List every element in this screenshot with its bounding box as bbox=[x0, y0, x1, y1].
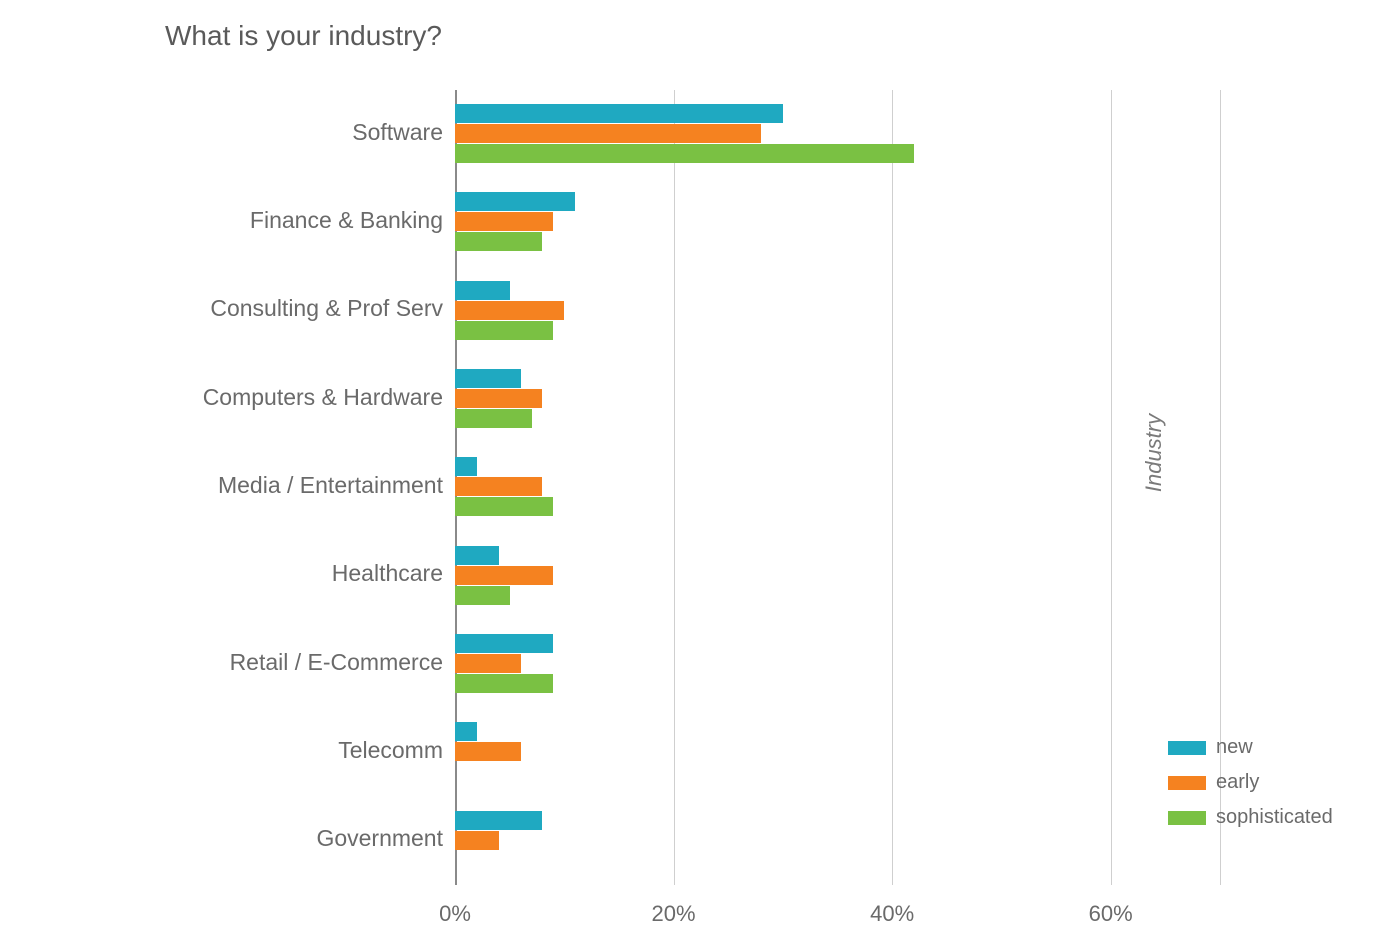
bar-new bbox=[455, 546, 499, 565]
bar-new bbox=[455, 369, 521, 388]
bar-new bbox=[455, 634, 553, 653]
category-label: Finance & Banking bbox=[250, 207, 443, 234]
bar-new bbox=[455, 281, 510, 300]
gridline bbox=[674, 90, 675, 885]
bar-sophisticated bbox=[455, 586, 510, 605]
bar-early bbox=[455, 742, 521, 761]
legend-item-new: new bbox=[1168, 736, 1333, 759]
legend-item-sophisticated: sophisticated bbox=[1168, 806, 1333, 829]
category-label: Computers & Hardware bbox=[203, 384, 443, 411]
legend: new early sophisticated bbox=[1168, 736, 1333, 841]
bar-sophisticated bbox=[455, 321, 553, 340]
bar-new bbox=[455, 811, 542, 830]
x-tick-label: 20% bbox=[652, 901, 696, 927]
bar-early bbox=[455, 566, 553, 585]
category-label: Software bbox=[352, 119, 443, 146]
category-label: Retail / E-Commerce bbox=[230, 649, 443, 676]
bar-sophisticated bbox=[455, 409, 532, 428]
category-label: Healthcare bbox=[332, 560, 443, 587]
bar-new bbox=[455, 192, 575, 211]
chart-title: What is your industry? bbox=[165, 20, 442, 52]
category-label: Government bbox=[316, 825, 443, 852]
bar-new bbox=[455, 722, 477, 741]
legend-label: early bbox=[1216, 771, 1259, 794]
x-tick-label: 60% bbox=[1089, 901, 1133, 927]
bar-sophisticated bbox=[455, 497, 553, 516]
legend-swatch bbox=[1168, 811, 1206, 825]
legend-swatch bbox=[1168, 741, 1206, 755]
bar-early bbox=[455, 831, 499, 850]
bar-early bbox=[455, 301, 564, 320]
gridline bbox=[892, 90, 893, 885]
y-axis-title: Industry bbox=[1141, 414, 1167, 492]
category-label: Media / Entertainment bbox=[218, 472, 443, 499]
bar-sophisticated bbox=[455, 674, 553, 693]
bar-early bbox=[455, 477, 542, 496]
legend-swatch bbox=[1168, 776, 1206, 790]
chart-container: What is your industry? 0%20%40%60% newea… bbox=[0, 0, 1400, 950]
bar-early bbox=[455, 124, 761, 143]
x-tick-label: 0% bbox=[439, 901, 471, 927]
legend-label: new bbox=[1216, 736, 1253, 759]
bar-sophisticated bbox=[455, 144, 914, 163]
x-tick-label: 40% bbox=[870, 901, 914, 927]
bar-early bbox=[455, 654, 521, 673]
bar-early bbox=[455, 389, 542, 408]
legend-label: sophisticated bbox=[1216, 806, 1333, 829]
legend-item-early: early bbox=[1168, 771, 1333, 794]
plot-area: 0%20%40%60% bbox=[455, 90, 1220, 885]
bar-sophisticated bbox=[455, 232, 542, 251]
bar-early bbox=[455, 212, 553, 231]
category-label: Consulting & Prof Serv bbox=[210, 295, 443, 322]
bar-new bbox=[455, 457, 477, 476]
gridline bbox=[1111, 90, 1112, 885]
bar-new bbox=[455, 104, 783, 123]
category-label: Telecomm bbox=[338, 737, 443, 764]
